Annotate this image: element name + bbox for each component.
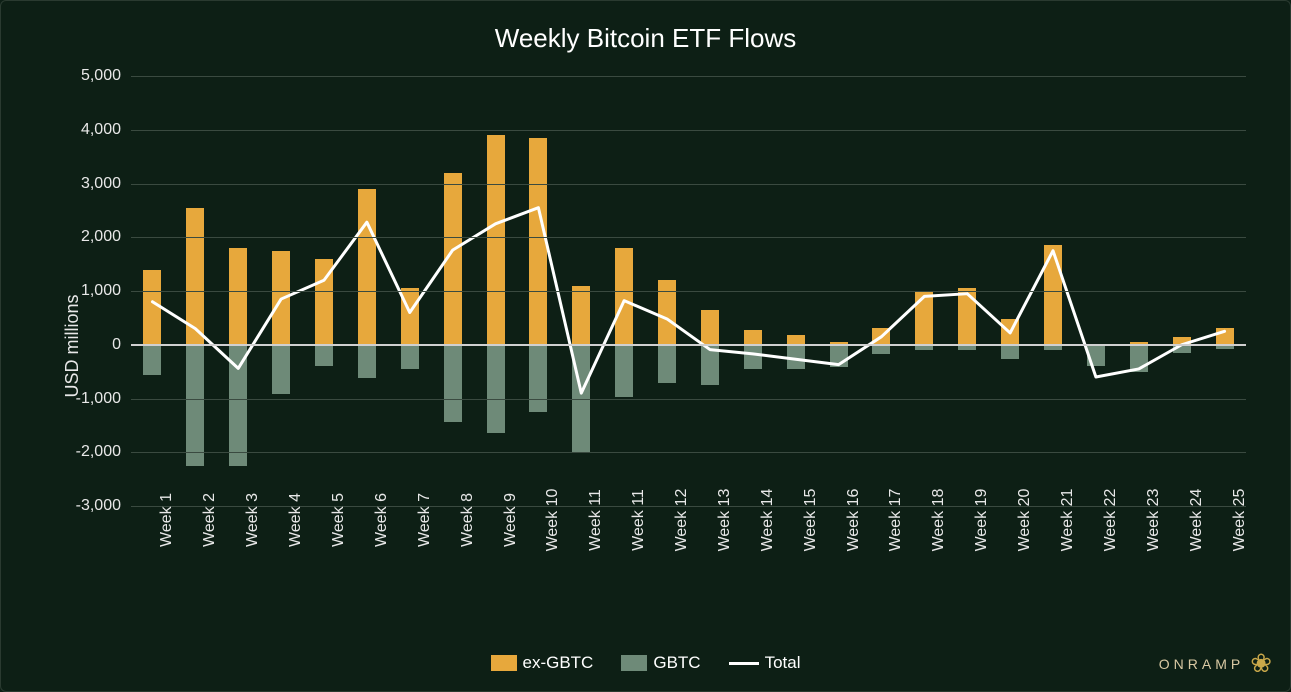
x-tick-label: Week 8 [459,493,477,547]
x-tick-label: Week 21 [1059,489,1077,552]
chart-title: Weekly Bitcoin ETF Flows [1,23,1290,54]
y-tick-label: -2,000 [76,443,121,461]
legend-label-ex-gbtc: ex-GBTC [523,653,594,673]
legend-item-gbtc: GBTC [621,653,700,673]
x-tick-label: Week 13 [716,489,734,552]
legend-swatch-total [729,662,759,665]
x-tick-label: Week 1 [158,493,176,547]
gridline [131,130,1246,131]
legend-swatch-gbtc [621,655,647,671]
x-tick-label: Week 20 [1016,489,1034,552]
y-axis-label: USD millions [62,294,83,397]
gridline [131,237,1246,238]
y-tick-label: 3,000 [81,175,121,193]
x-tick-label: Week 5 [330,493,348,547]
x-tick-label: Week 14 [759,489,777,552]
x-tick-label: Week 16 [845,489,863,552]
y-tick-label: 0 [112,336,121,354]
brand-logo: ONRAMP ❀ [1159,648,1272,679]
brand-icon: ❀ [1250,648,1272,679]
x-tick-label: Week 11 [587,489,605,551]
x-tick-label: Week 15 [802,489,820,552]
chart-container: Weekly Bitcoin ETF Flows USD millions -3… [0,0,1291,692]
legend: ex-GBTC GBTC Total [1,653,1290,673]
gridline [131,452,1246,453]
x-tick-label: Week 4 [287,493,305,547]
legend-item-total: Total [729,653,801,673]
gridline [131,76,1246,77]
x-tick-label: Week 6 [373,493,391,547]
brand-name: ONRAMP [1159,656,1244,672]
legend-label-total: Total [765,653,801,673]
legend-label-gbtc: GBTC [653,653,700,673]
gridline [131,184,1246,185]
gridline [131,399,1246,400]
x-tick-label: Week 19 [973,489,991,552]
x-tick-label: Week 22 [1102,489,1120,552]
x-tick-label: Week 9 [502,493,520,547]
plot-area: -3,000-2,000-1,00001,0002,0003,0004,0005… [131,76,1246,506]
y-tick-label: 2,000 [81,228,121,246]
x-tick-label: Week 10 [544,489,562,552]
x-tick-label: Week 11 [630,489,648,551]
gridline [131,291,1246,292]
y-tick-label: 4,000 [81,121,121,139]
y-tick-label: 1,000 [81,282,121,300]
x-tick-label: Week 12 [673,489,691,552]
x-tick-label: Week 17 [887,489,905,552]
legend-item-ex-gbtc: ex-GBTC [491,653,594,673]
y-tick-label: -1,000 [76,390,121,408]
x-tick-label: Week 7 [416,493,434,547]
x-tick-label: Week 2 [201,493,219,547]
y-tick-label: -3,000 [76,497,121,515]
x-tick-label: Week 23 [1145,489,1163,552]
y-tick-label: 5,000 [81,67,121,85]
legend-swatch-ex-gbtc [491,655,517,671]
zero-line [131,344,1246,346]
x-tick-label: Week 24 [1188,489,1206,552]
x-tick-label: Week 25 [1231,489,1249,552]
x-tick-label: Week 3 [244,493,262,547]
x-tick-label: Week 18 [930,489,948,552]
